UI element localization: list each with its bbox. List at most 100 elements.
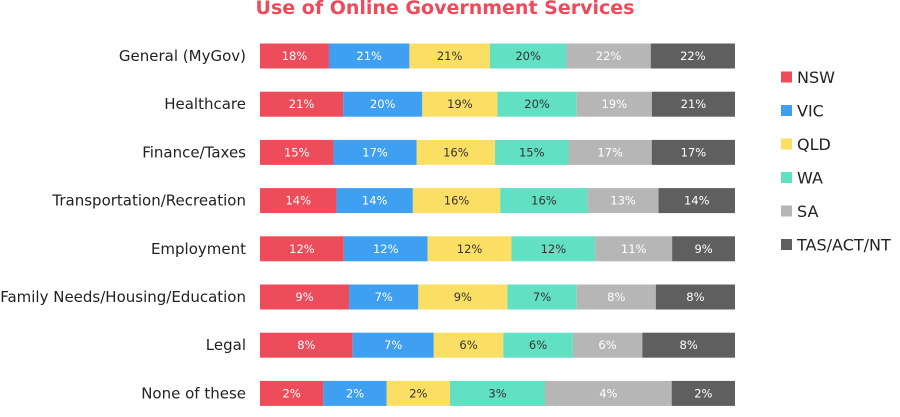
category-label-healthcare: Healthcare <box>164 95 246 113</box>
category-label-finance-taxes: Finance/Taxes <box>142 143 246 161</box>
data-label-tas-act-nt-finance-taxes: 17% <box>681 145 707 159</box>
data-label-nsw-healthcare: 21% <box>289 97 315 111</box>
data-label-qld-none-of-these: 2% <box>409 386 427 400</box>
bar-segment-nsw-transportation-recreation <box>260 188 337 214</box>
data-label-wa-transportation-recreation: 16% <box>531 194 557 208</box>
category-label-legal: Legal <box>206 336 246 354</box>
data-label-wa-finance-taxes: 15% <box>519 145 545 159</box>
data-label-tas-act-nt-none-of-these: 2% <box>694 386 712 400</box>
legend-label-qld: QLD <box>797 135 831 154</box>
category-label-none-of-these: None of these <box>141 384 246 402</box>
data-label-qld-legal: 6% <box>459 338 477 352</box>
data-label-qld-family-needs-housing-education: 9% <box>454 290 472 304</box>
data-label-tas-act-nt-family-needs-housing-education: 8% <box>686 290 704 304</box>
bar-segment-vic-healthcare <box>343 91 423 117</box>
bar-segment-vic-legal <box>352 332 434 358</box>
data-label-wa-general-mygov: 20% <box>515 49 541 63</box>
bars-group: 18% 21% 21% 20% 22% 22% 21% 20% 19% 20% 19% 21% 15% 1… <box>260 43 736 406</box>
bar-segment-qld-general-mygov <box>409 43 490 69</box>
data-label-tas-act-nt-legal: 8% <box>680 338 698 352</box>
data-label-qld-general-mygov: 21% <box>437 49 463 63</box>
bar-segment-wa-healthcare <box>497 91 577 117</box>
legend-swatch-tas-act-nt <box>781 239 792 250</box>
bar-segment-tas-act-nt-none-of-these <box>671 380 735 406</box>
data-label-sa-family-needs-housing-education: 8% <box>607 290 625 304</box>
bar-segment-wa-finance-taxes <box>495 139 569 165</box>
legend-label-vic: VIC <box>797 102 824 121</box>
data-label-sa-finance-taxes: 17% <box>597 145 623 159</box>
data-label-qld-employment: 12% <box>457 242 483 256</box>
legend-swatch-vic <box>781 105 792 116</box>
bar-segment-wa-general-mygov <box>489 43 567 69</box>
bar-segment-vic-employment <box>343 236 428 262</box>
bar-segment-sa-finance-taxes <box>568 139 652 165</box>
data-label-tas-act-nt-employment: 9% <box>694 242 712 256</box>
data-label-sa-transportation-recreation: 13% <box>610 194 636 208</box>
data-label-nsw-none-of-these: 2% <box>283 386 301 400</box>
bar-segment-qld-family-needs-housing-education <box>418 284 508 310</box>
bar-segment-wa-legal <box>503 332 573 358</box>
bar-segment-sa-legal <box>572 332 643 358</box>
data-label-sa-healthcare: 19% <box>601 97 627 111</box>
data-label-sa-general-mygov: 22% <box>596 49 622 63</box>
bar-segment-qld-legal <box>433 332 504 358</box>
bar-segment-wa-family-needs-housing-education <box>507 284 577 310</box>
legend-swatch-nsw <box>781 71 792 83</box>
bar-segment-nsw-healthcare <box>260 91 344 117</box>
bar-segment-tas-act-nt-family-needs-housing-education <box>655 284 735 310</box>
bar-segment-vic-transportation-recreation <box>336 188 413 214</box>
legend-label-nsw: NSW <box>797 68 835 87</box>
bar-segment-tas-act-nt-general-mygov <box>650 43 735 69</box>
bar-segment-sa-transportation-recreation <box>587 188 659 214</box>
bar-segment-wa-none-of-these <box>450 380 545 406</box>
bar-segment-tas-act-nt-transportation-recreation <box>658 188 735 214</box>
bar-segment-nsw-legal <box>260 332 353 358</box>
data-label-sa-legal: 6% <box>598 338 616 352</box>
data-label-vic-family-needs-housing-education: 7% <box>375 290 393 304</box>
data-label-sa-employment: 11% <box>621 242 647 256</box>
data-label-qld-healthcare: 19% <box>447 97 473 111</box>
data-label-nsw-transportation-recreation: 14% <box>285 194 311 208</box>
data-label-vic-none-of-these: 2% <box>346 386 364 400</box>
legend-label-sa: SA <box>797 202 818 221</box>
bar-segment-qld-transportation-recreation <box>412 188 501 214</box>
category-label-general-mygov: General (MyGov) <box>119 47 246 65</box>
data-label-nsw-legal: 8% <box>297 338 315 352</box>
bar-segment-wa-employment <box>511 236 596 262</box>
data-label-nsw-general-mygov: 18% <box>282 49 308 63</box>
data-label-qld-finance-taxes: 16% <box>443 145 469 159</box>
data-label-wa-none-of-these: 3% <box>488 386 506 400</box>
data-label-wa-family-needs-housing-education: 7% <box>533 290 551 304</box>
bar-segment-qld-finance-taxes <box>416 139 496 165</box>
bar-segment-nsw-family-needs-housing-education <box>260 284 350 310</box>
data-label-qld-transportation-recreation: 16% <box>444 194 470 208</box>
bar-segment-vic-finance-taxes <box>333 139 417 165</box>
data-label-tas-act-nt-transportation-recreation: 14% <box>684 194 710 208</box>
bar-segment-vic-none-of-these <box>323 380 387 406</box>
data-label-wa-healthcare: 20% <box>524 97 550 111</box>
data-label-nsw-employment: 12% <box>289 242 315 256</box>
data-label-nsw-family-needs-housing-education: 9% <box>295 290 313 304</box>
bar-segment-tas-act-nt-employment <box>672 236 735 262</box>
data-label-vic-finance-taxes: 17% <box>362 145 388 159</box>
bar-segment-tas-act-nt-finance-taxes <box>651 139 735 165</box>
data-label-sa-none-of-these: 4% <box>599 386 617 400</box>
legend: NSW VIC QLD WA SA TAS/ACT/NT <box>781 68 891 255</box>
bar-segment-sa-family-needs-housing-education <box>576 284 656 310</box>
bar-segment-tas-act-nt-legal <box>642 332 735 358</box>
bar-segment-vic-general-mygov <box>328 43 410 69</box>
bar-segment-qld-none-of-these <box>386 380 450 406</box>
data-label-vic-healthcare: 20% <box>370 97 396 111</box>
bar-segment-wa-transportation-recreation <box>500 188 588 214</box>
bar-segment-vic-family-needs-housing-education <box>349 284 419 310</box>
data-label-vic-employment: 12% <box>373 242 399 256</box>
bar-segment-tas-act-nt-healthcare <box>651 91 736 117</box>
bar-segment-nsw-none-of-these <box>260 380 324 406</box>
legend-label-wa: WA <box>797 169 823 188</box>
category-label-transportation-recreation: Transportation/Recreation <box>51 192 246 210</box>
bar-segment-sa-none-of-these <box>545 380 672 406</box>
category-label-family-needs-housing-education: Family Needs/Housing/Education <box>0 288 246 306</box>
category-labels: General (MyGov) Healthcare Finance/Taxes Tr… <box>0 47 246 402</box>
bar-segment-qld-healthcare <box>422 91 498 117</box>
